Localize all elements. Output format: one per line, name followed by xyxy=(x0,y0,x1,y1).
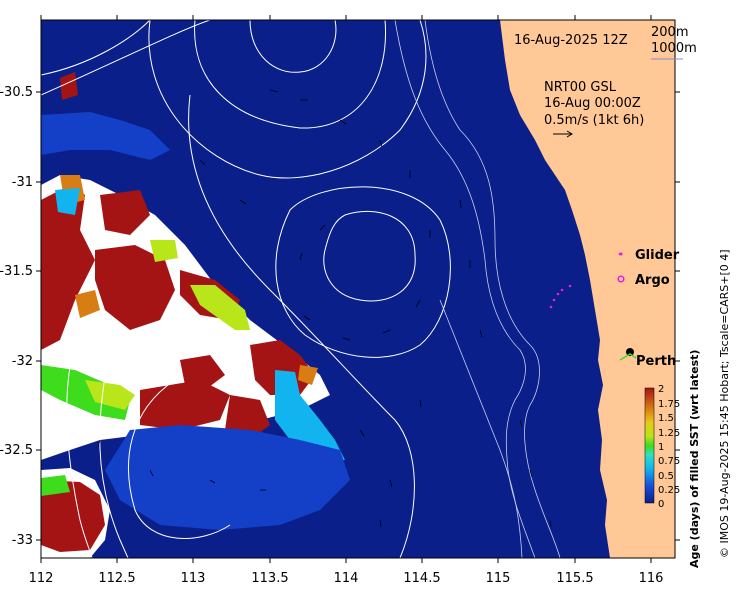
y-axis-labels: -30.5 -31 -31.5 -32 -32.5 -33 xyxy=(0,85,33,548)
glider-legend-label: Glider xyxy=(635,248,680,263)
x-tick-label: 113 xyxy=(181,571,206,586)
glider-track xyxy=(549,252,622,309)
x-tick-label: 113.5 xyxy=(251,571,288,586)
colorbar-tick-label: 0.75 xyxy=(658,456,680,467)
bathymetry-lines xyxy=(394,20,561,558)
sea-level-contours xyxy=(41,20,451,558)
perth-label: Perth xyxy=(636,354,676,369)
perth-marker xyxy=(626,348,634,356)
depth-legend-200m: 200m xyxy=(651,25,688,40)
argo-legend-label: Argo xyxy=(635,273,670,288)
colorbar-tick-label: 2 xyxy=(658,384,664,395)
x-axis-labels: 112 112.5 113 113.5 114 114.5 115 115.5 … xyxy=(29,571,664,586)
x-tick-label: 115 xyxy=(486,571,511,586)
depth-legend-1000m: 1000m xyxy=(651,41,697,56)
x-tick-label: 112.5 xyxy=(98,571,135,586)
y-tick-label: -31.5 xyxy=(0,264,33,279)
credit-label: © IMOS 19-Aug-2025 15:45 Hobart; Tscale=… xyxy=(718,249,731,558)
x-tick-label: 112 xyxy=(29,571,54,586)
x-tick-label: 114 xyxy=(334,571,359,586)
y-tick-label: -32.5 xyxy=(0,443,33,458)
age-1-day-patches xyxy=(41,240,250,496)
current-source-label: NRT00 GSL xyxy=(544,80,617,95)
colorbar-ticks: 2 1.75 1.5 1.25 1 0.75 0.5 0.25 0 xyxy=(658,384,680,510)
colorbar-tick-label: 0.5 xyxy=(658,471,674,482)
current-scale-arrow-icon xyxy=(553,130,573,138)
glider-legend-icon xyxy=(619,252,623,256)
date-label: 16-Aug-2025 12Z xyxy=(514,33,628,48)
plot-frame xyxy=(40,19,676,559)
y-tick-label: -31 xyxy=(12,175,33,190)
argo-legend-icon xyxy=(617,275,625,283)
colorbar-title: Age (days) of filled SST (wrt latest) xyxy=(688,350,701,568)
colorbar-tick-label: 0.25 xyxy=(658,485,680,496)
y-tick-label: -30.5 xyxy=(0,85,33,100)
colorbar-tick-label: 1 xyxy=(658,442,664,453)
colorbar-tick-label: 1.75 xyxy=(658,399,680,410)
colorbar-tick-label: 1.5 xyxy=(658,413,674,424)
x-tick-label: 116 xyxy=(639,571,664,586)
current-time-label: 16-Aug 00:00Z xyxy=(544,96,641,111)
current-arrows xyxy=(97,89,552,528)
current-scale-label: 0.5m/s (1kt 6h) xyxy=(544,113,644,128)
y-tick-label: -33 xyxy=(12,533,33,548)
x-tick-label: 114.5 xyxy=(403,571,440,586)
x-tick-label: 115.5 xyxy=(556,571,593,586)
colorbar-tick-label: 0 xyxy=(658,499,664,510)
colorbar-tick-label: 1.25 xyxy=(658,428,680,439)
y-tick-label: -32 xyxy=(12,354,33,369)
axis-ticks xyxy=(36,15,680,563)
map-plot-area xyxy=(41,20,675,558)
age-2-day-patches xyxy=(41,72,315,552)
colorbar xyxy=(644,387,655,504)
